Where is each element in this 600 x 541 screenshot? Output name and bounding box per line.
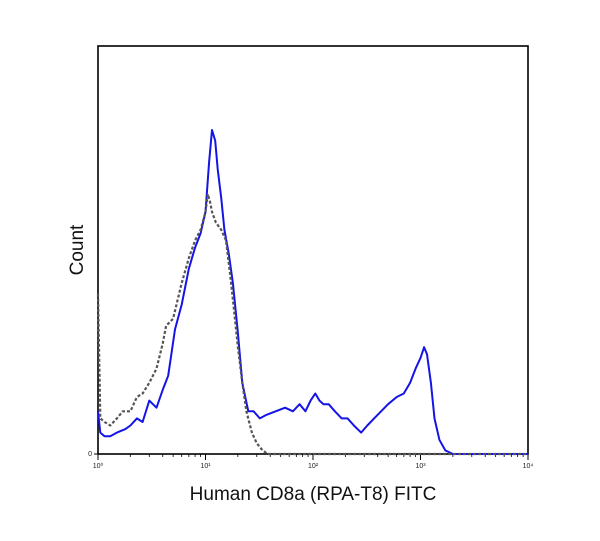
y-tick-label: 0 [88, 451, 92, 458]
control-series-line [96, 193, 528, 456]
x-tick-label: 10² [308, 463, 319, 470]
y-axis-ticks: 0 [88, 451, 98, 458]
series-layer [96, 129, 528, 456]
x-tick-label: 10⁰ [93, 462, 104, 470]
stained-series-line [97, 129, 528, 455]
x-tick-label: 10¹ [200, 463, 211, 470]
x-tick-label: 10⁴ [523, 463, 534, 470]
y-axis-title: Count [67, 224, 88, 275]
x-tick-label: 10³ [415, 463, 426, 470]
x-axis-ticks: 10⁰ 10¹ 10² 10³ 10⁴ [93, 454, 534, 470]
x-axis-title: Human CD8a (RPA-T8) FITC [190, 484, 437, 505]
